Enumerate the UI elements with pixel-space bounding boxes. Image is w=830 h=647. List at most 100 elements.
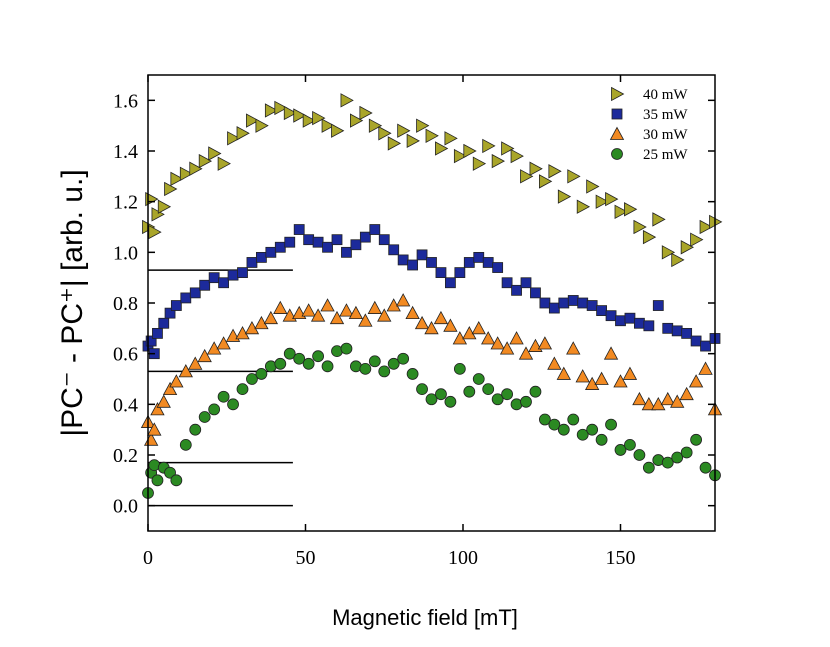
data-point <box>397 123 411 138</box>
data-point <box>302 357 315 370</box>
data-point <box>359 231 371 243</box>
legend: 40 mW 35 mW 30 mW 25 mW <box>609 86 688 163</box>
y-tick-label: 0.0 <box>113 496 138 518</box>
data-point <box>530 287 541 299</box>
y-tick-label: 1.6 <box>113 90 138 112</box>
data-point <box>208 272 220 284</box>
data-point <box>699 219 713 235</box>
data-point <box>529 161 543 176</box>
data-point <box>520 277 532 289</box>
data-point <box>378 365 391 378</box>
data-point <box>331 234 343 246</box>
data-point <box>340 93 354 108</box>
data-point <box>596 305 607 317</box>
data-point <box>208 403 221 416</box>
data-point <box>397 352 410 365</box>
data-point <box>378 126 392 141</box>
data-point <box>179 438 192 451</box>
data-point <box>642 229 657 245</box>
data-point <box>463 257 475 268</box>
data-point <box>349 113 364 128</box>
data-point <box>453 148 468 164</box>
data-point <box>178 364 193 378</box>
data-point <box>265 246 277 258</box>
data-point <box>557 423 570 436</box>
data-point <box>661 456 674 469</box>
data-point <box>208 146 222 161</box>
legend-entry: 30 mW <box>609 126 688 143</box>
data-point <box>388 244 400 256</box>
data-point <box>367 300 382 314</box>
data-point <box>435 267 447 279</box>
data-point <box>162 381 178 396</box>
data-point <box>634 317 645 329</box>
data-point <box>699 461 712 474</box>
data-point <box>406 133 420 149</box>
data-point <box>501 277 513 289</box>
data-point <box>567 413 580 426</box>
data-point <box>482 257 494 268</box>
data-point <box>605 310 617 322</box>
data-point <box>681 327 693 339</box>
data-point <box>145 335 157 347</box>
data-point <box>622 366 638 380</box>
data-point <box>358 313 373 327</box>
series-layer <box>140 93 723 499</box>
legend-label: 35 mW <box>643 107 688 123</box>
data-point <box>156 394 171 408</box>
data-point <box>556 366 571 380</box>
series-30-mw <box>140 293 723 446</box>
data-point <box>198 153 213 169</box>
data-point <box>274 241 286 253</box>
data-point <box>263 310 279 325</box>
data-point <box>312 236 324 248</box>
data-point <box>329 310 345 325</box>
data-point <box>255 251 267 263</box>
data-point <box>671 325 683 337</box>
data-point <box>575 369 590 383</box>
data-point <box>237 267 248 279</box>
legend-label: 40 mW <box>643 87 688 103</box>
data-point <box>302 113 316 128</box>
data-point <box>433 310 449 325</box>
data-point <box>369 224 381 235</box>
data-point <box>227 269 239 281</box>
y-tick-label: 1.4 <box>113 141 138 163</box>
data-point <box>189 161 203 176</box>
data-point <box>284 236 296 248</box>
data-point <box>605 418 617 431</box>
legend-entry: 25 mW <box>611 147 688 163</box>
data-point <box>679 386 694 401</box>
data-point <box>558 297 570 309</box>
data-point <box>236 126 250 141</box>
x-tick-label: 150 <box>606 547 636 569</box>
data-point <box>539 174 553 189</box>
data-point <box>359 105 373 121</box>
data-point <box>405 305 420 320</box>
data-point <box>520 395 532 408</box>
data-point <box>236 383 249 396</box>
data-point <box>680 240 694 255</box>
data-point <box>406 368 419 380</box>
data-point <box>170 300 182 311</box>
data-point <box>169 374 184 388</box>
data-point <box>170 171 184 187</box>
data-point <box>435 141 449 156</box>
data-point <box>320 298 335 312</box>
data-point <box>164 307 176 319</box>
data-point <box>586 179 600 194</box>
data-point <box>586 300 598 311</box>
data-point <box>339 303 354 317</box>
data-point <box>218 277 230 289</box>
data-point <box>613 374 628 388</box>
data-point <box>633 449 646 461</box>
data-point <box>633 219 647 235</box>
data-point <box>624 438 636 451</box>
data-point <box>624 312 636 324</box>
data-point <box>198 411 211 423</box>
data-point <box>671 252 685 268</box>
data-point <box>567 295 579 306</box>
data-point <box>368 118 383 133</box>
data-point <box>148 224 162 240</box>
